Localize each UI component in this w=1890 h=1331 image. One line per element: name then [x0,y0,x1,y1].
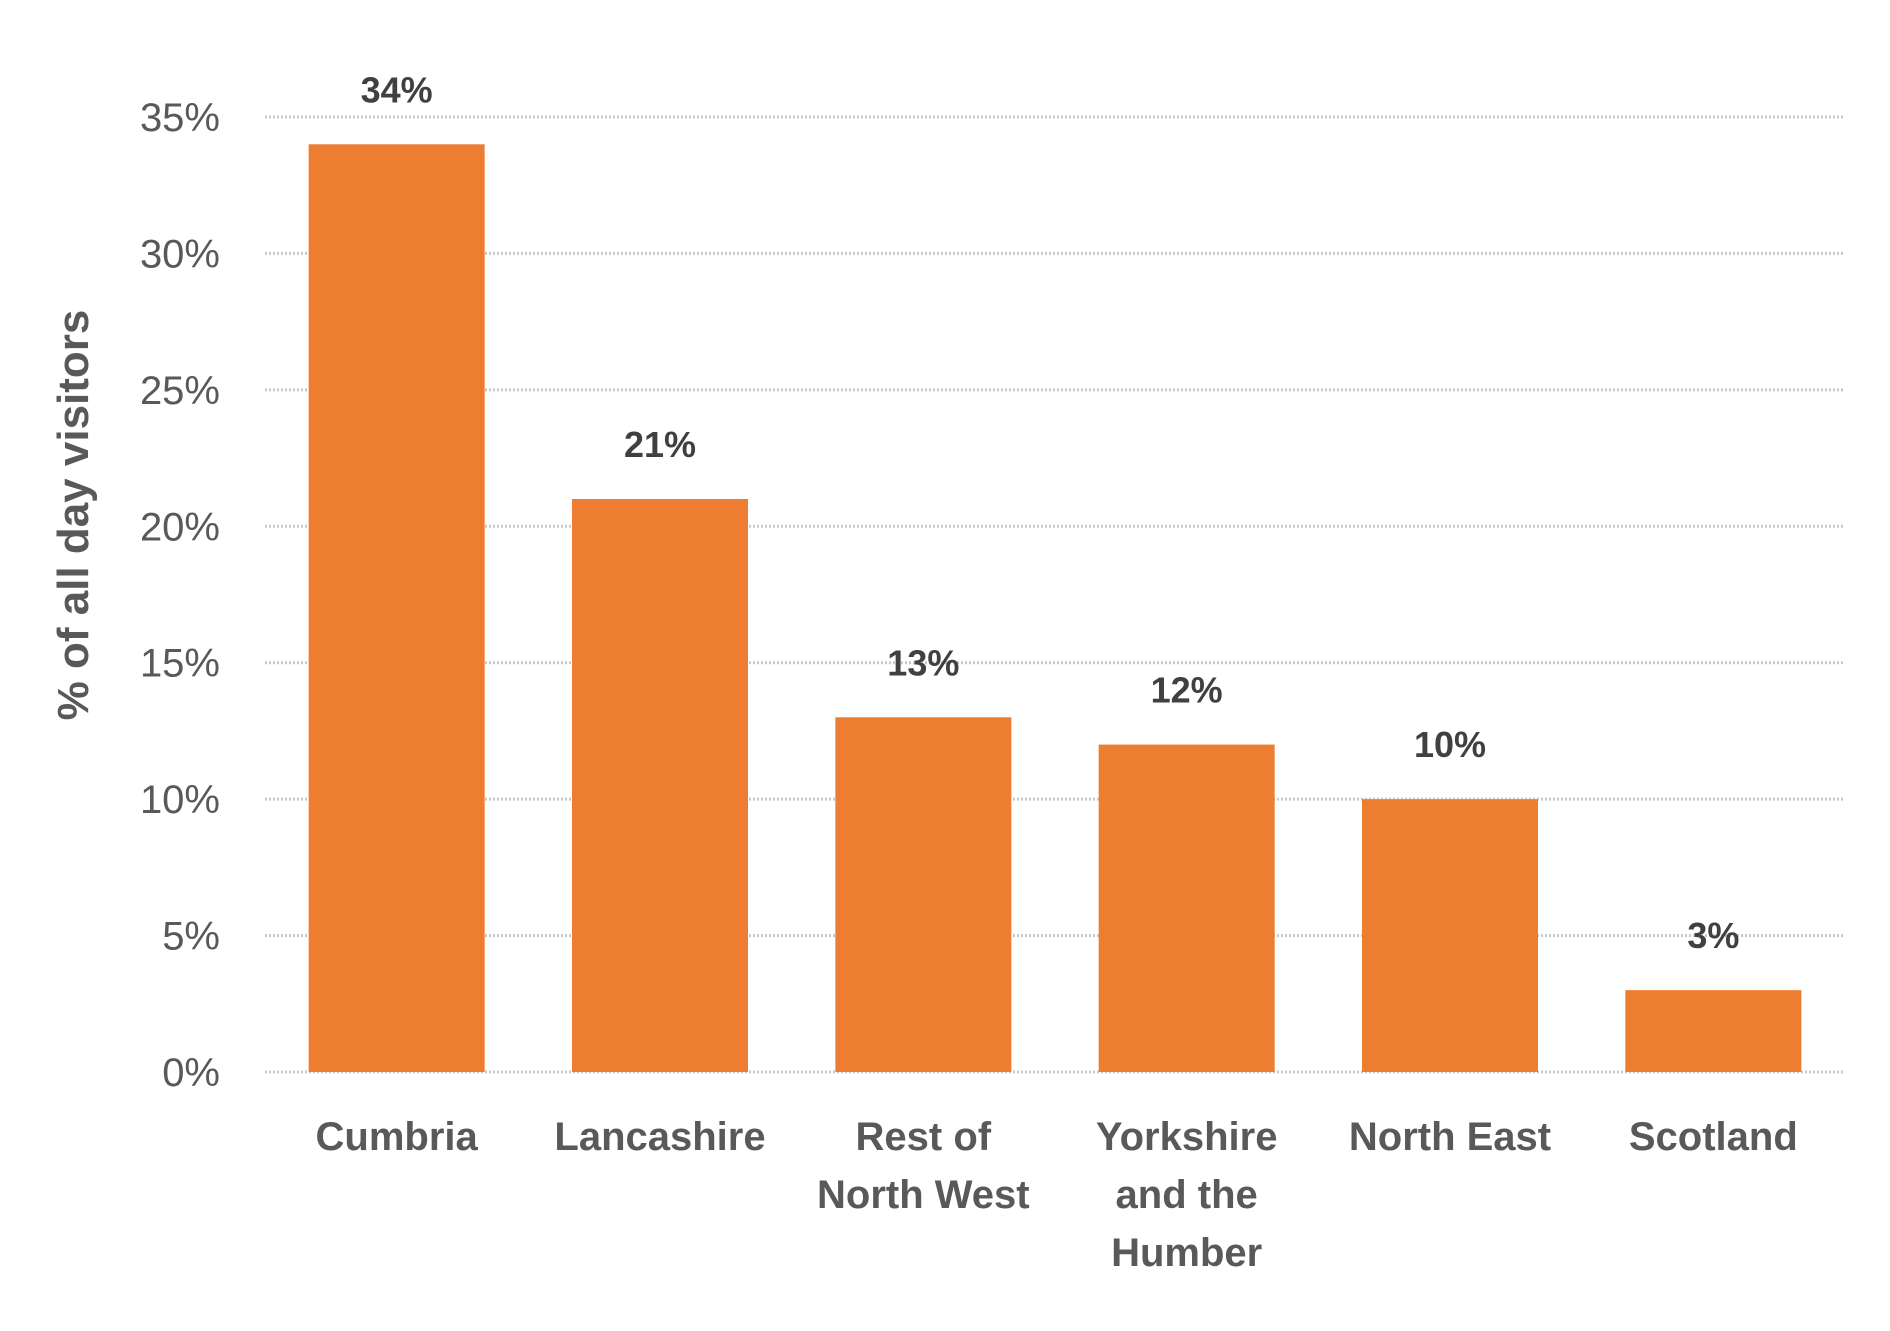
category-label: Scotland [1629,1115,1798,1159]
y-tick-label: 15% [140,642,220,686]
category-label-line: North East [1349,1115,1551,1159]
category-label: North East [1349,1115,1551,1159]
category-label-line: Lancashire [554,1115,765,1159]
y-tick-label: 0% [162,1051,220,1095]
y-tick-label: 5% [162,915,220,959]
category-label: Cumbria [316,1115,479,1159]
category-label-line: Scotland [1629,1115,1798,1159]
y-axis-ticks: 0% 5% 10% 15% 20% 25% 30% 35% [140,96,220,1095]
bar [572,499,748,1072]
bars [308,144,1802,1073]
category-label: Rest of North West [817,1115,1030,1217]
data-label: 13% [887,642,959,683]
x-axis-categories: Cumbria Lancashire Rest of North West Yorksh… [316,1115,1798,1275]
data-labels: 34% 21% 13% 12% 10% 3% [361,69,1740,956]
data-label: 10% [1414,724,1486,765]
data-label: 21% [624,424,696,465]
category-label-line: Rest of [856,1115,992,1159]
y-tick-label: 30% [140,232,220,276]
data-label: 3% [1687,915,1739,956]
category-label: Lancashire [554,1115,765,1159]
y-tick-label: 25% [140,369,220,413]
bar [308,144,485,1073]
category-label: Yorkshire and the Humber [1096,1115,1278,1275]
category-label-line: Humber [1111,1231,1262,1275]
data-label: 34% [361,69,433,110]
bar [835,717,1012,1072]
gridlines [265,115,1845,1074]
data-label: 12% [1151,670,1223,711]
bar [1362,799,1538,1072]
y-tick-label: 10% [140,778,220,822]
y-tick-label: 20% [140,505,220,549]
bar [1625,990,1802,1072]
category-label-line: Cumbria [316,1115,479,1159]
bar [1098,744,1275,1072]
y-tick-label: 35% [140,96,220,140]
category-label-line: North West [817,1173,1030,1217]
y-axis-title: % of all day visitors [49,310,98,721]
category-label-line: Yorkshire [1096,1115,1278,1159]
category-label-line: and the [1116,1173,1258,1217]
